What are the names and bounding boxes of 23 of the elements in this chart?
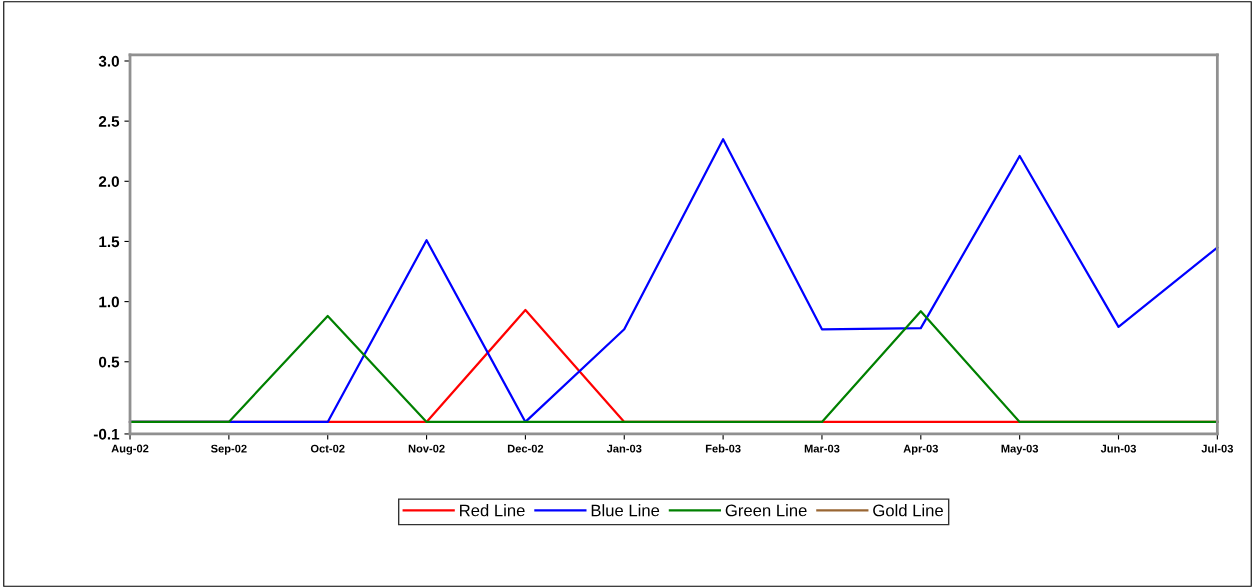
x-tick-label: Jul-03: [1201, 444, 1234, 453]
y-tick-label: 1.5: [99, 236, 120, 248]
x-tick-label: Dec-02: [507, 444, 544, 453]
x-tick-label: Mar-03: [804, 444, 840, 453]
y-tick-label: 2.5: [98, 116, 120, 127]
x-tick-label: Apr-03: [903, 444, 938, 455]
x-tick-label: Sep-02: [210, 444, 247, 455]
y-tick-label: 3.0: [98, 55, 119, 67]
x-tick-label: Oct-02: [310, 444, 345, 453]
y-tick-label: 1.0: [99, 296, 119, 308]
x-tick-label: Feb-03: [705, 444, 741, 453]
legend-label: Green Line: [725, 504, 807, 517]
y-tick-label: 0.5: [98, 356, 120, 368]
y-tick-label: -0.1: [93, 428, 120, 440]
x-tick-label: Aug-02: [111, 444, 149, 455]
x-tick-label: May-03: [1001, 444, 1039, 455]
legend-label: Blue Line: [591, 504, 660, 517]
x-tick-label: Jan-03: [606, 444, 642, 453]
x-tick-label: Nov-02: [408, 444, 445, 453]
legend-label: Gold Line: [873, 504, 943, 517]
y-tick-label: 2.0: [98, 176, 119, 187]
x-tick-label: Jun-03: [1100, 444, 1137, 453]
legend-label: Red Line: [460, 504, 525, 517]
